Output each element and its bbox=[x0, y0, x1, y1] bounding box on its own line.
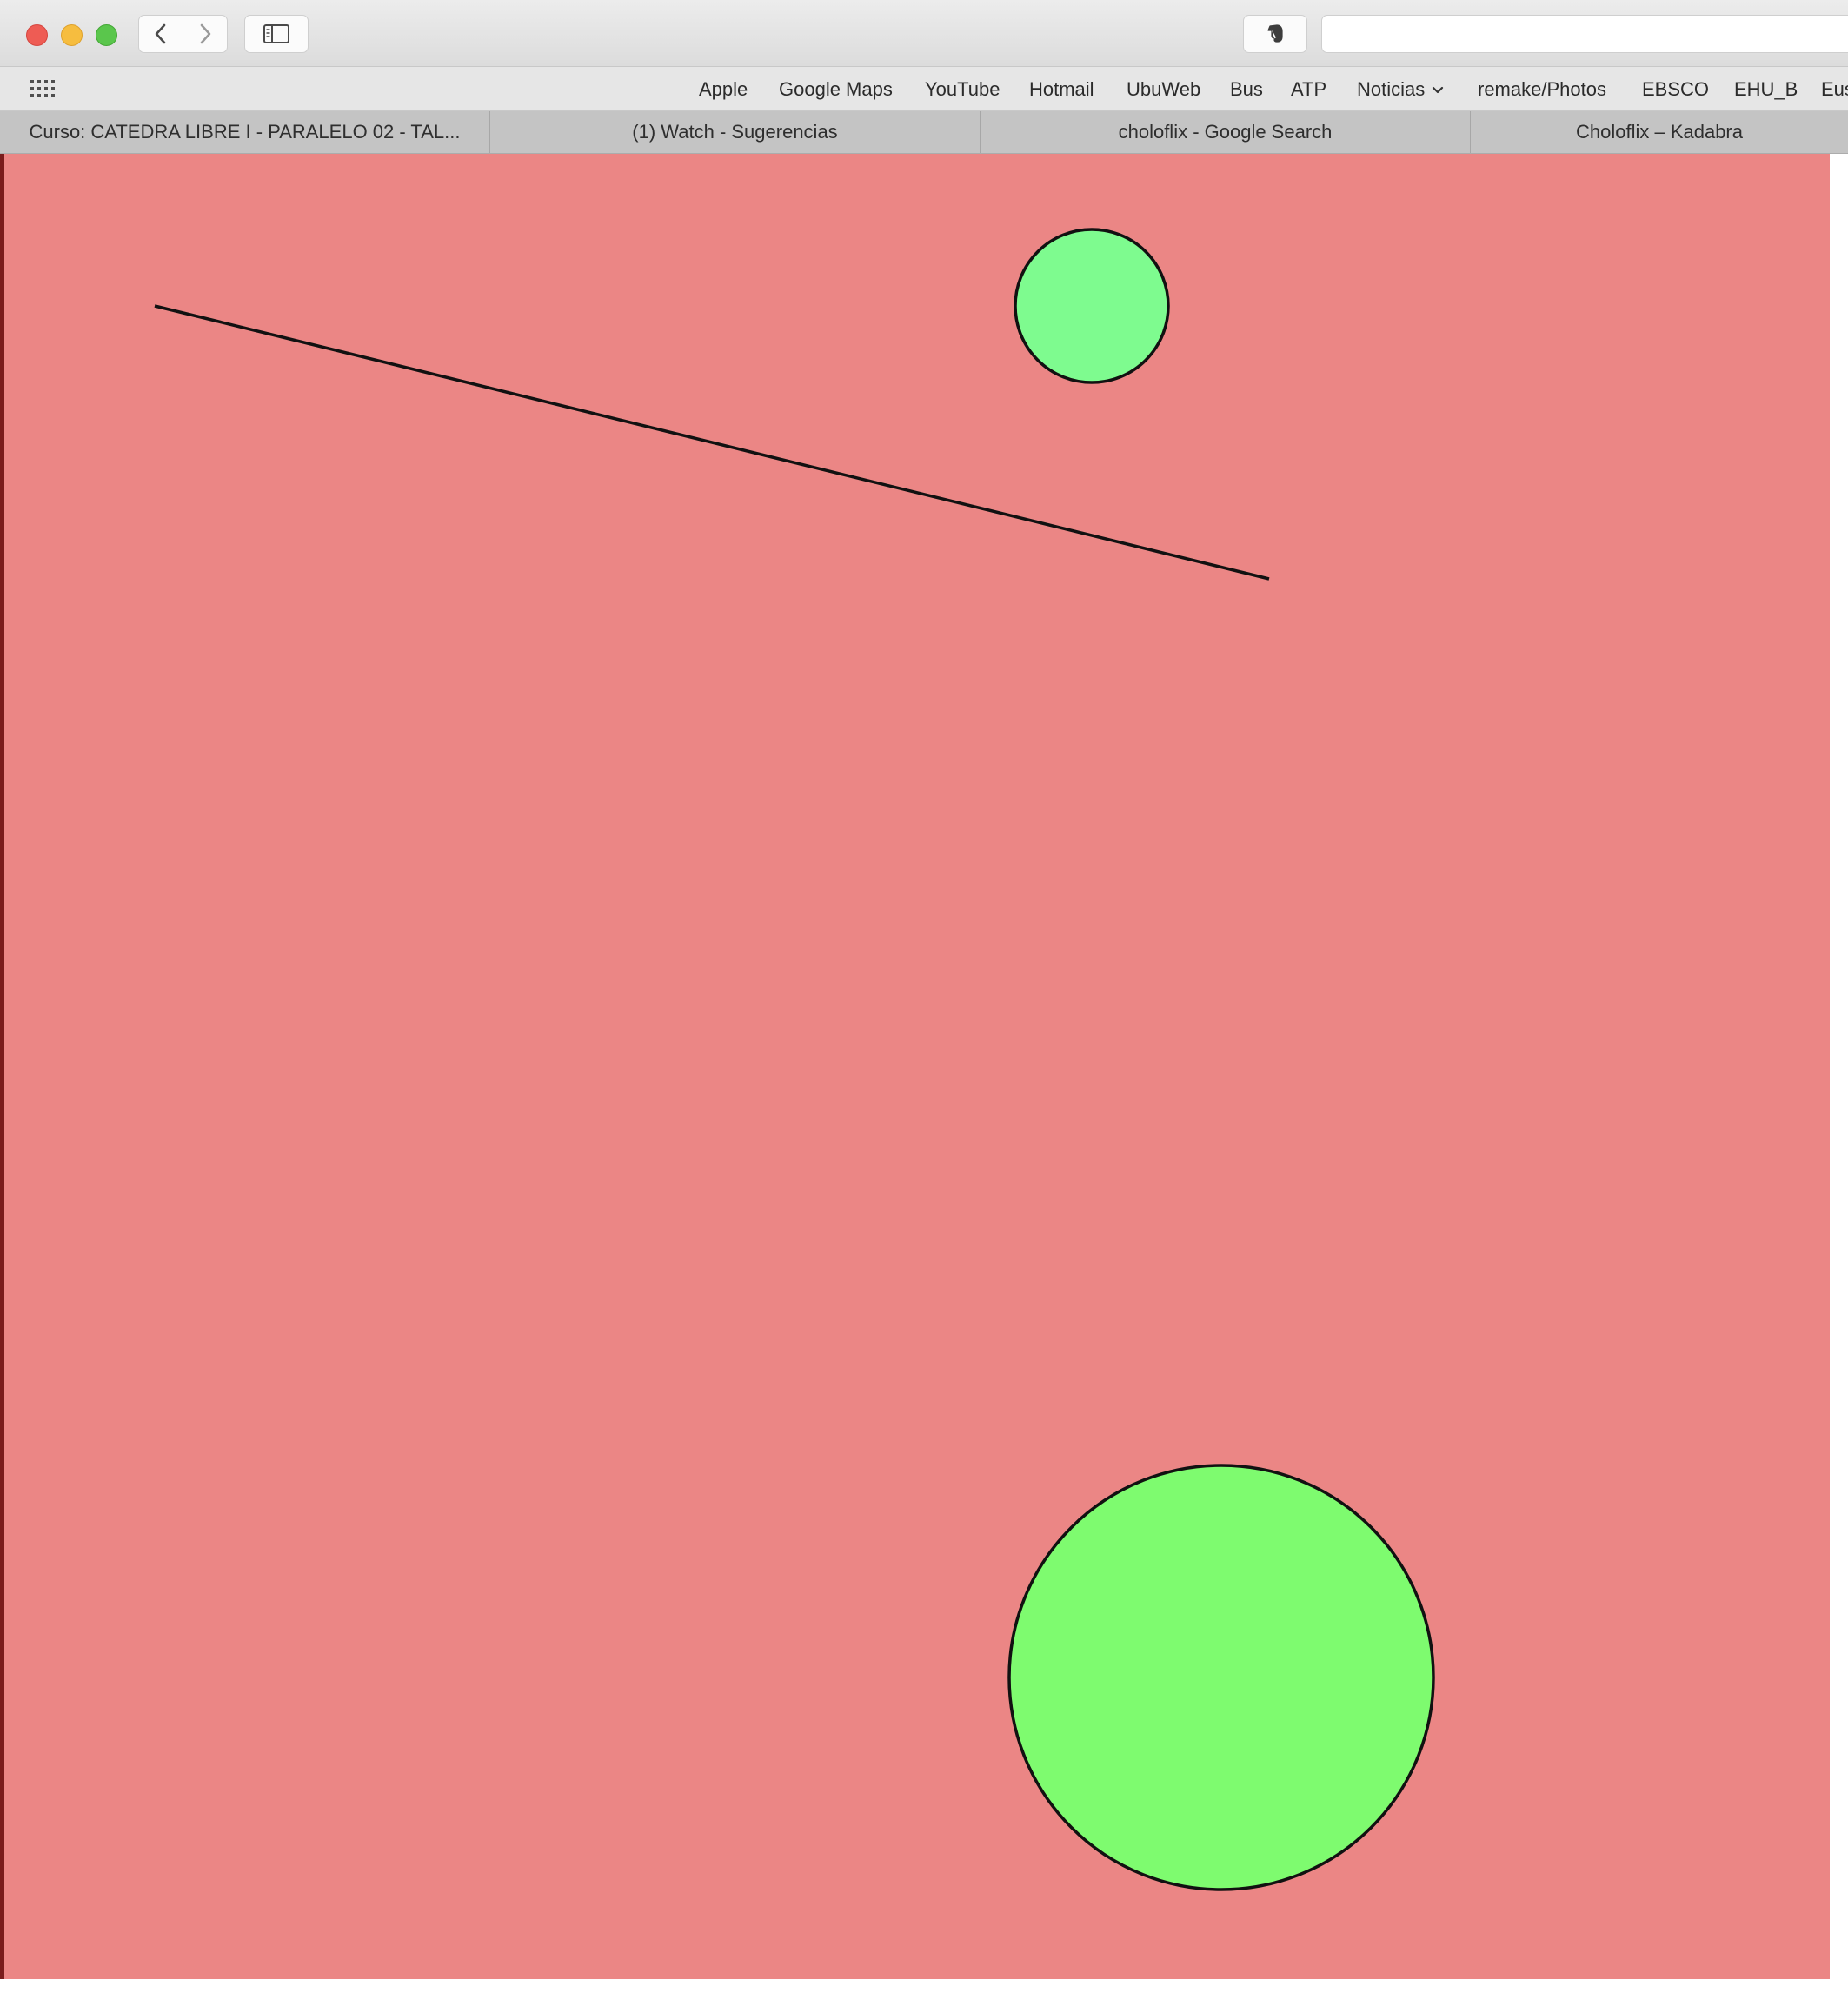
bookmark-ehu-b[interactable]: EHU_B bbox=[1734, 78, 1798, 100]
tab-watch-sugerencias[interactable]: (1) Watch - Sugerencias bbox=[490, 111, 981, 153]
tab-bar: Curso: CATEDRA LIBRE I - PARALELO 02 - T… bbox=[0, 111, 1848, 154]
chevron-left-icon bbox=[155, 23, 166, 44]
window-left-edge bbox=[0, 154, 4, 1979]
bookmark-bus[interactable]: Bus bbox=[1230, 78, 1263, 100]
bookmark-atp[interactable]: ATP bbox=[1291, 78, 1327, 100]
minimize-window-button[interactable] bbox=[61, 24, 83, 46]
bookmark-apple[interactable]: Apple bbox=[699, 78, 748, 100]
bookmark-eus[interactable]: Eus bbox=[1821, 78, 1848, 100]
tab-choloflix-google-search[interactable]: choloflix - Google Search bbox=[981, 111, 1471, 153]
chevron-right-icon bbox=[200, 23, 211, 44]
bookmarks-bar: Apple Google Maps YouTube Hotmail UbuWeb… bbox=[0, 67, 1848, 111]
canvas-background bbox=[4, 154, 1830, 1979]
browser-toolbar bbox=[0, 0, 1848, 67]
tab-label: (1) Watch - Sugerencias bbox=[632, 121, 838, 143]
bookmark-noticias-folder[interactable]: Noticias bbox=[1357, 78, 1444, 101]
back-button[interactable] bbox=[138, 15, 183, 53]
evernote-elephant-icon bbox=[1267, 24, 1283, 43]
diagonal-line bbox=[154, 304, 1270, 581]
forward-button[interactable] bbox=[183, 15, 228, 53]
navigation-buttons bbox=[138, 15, 229, 53]
chevron-down-icon bbox=[1433, 87, 1444, 94]
top-sites-grid-icon[interactable] bbox=[30, 79, 56, 98]
bookmark-hotmail[interactable]: Hotmail bbox=[1029, 78, 1094, 100]
zoom-window-button[interactable] bbox=[96, 24, 117, 46]
tab-catedra-libre[interactable]: Curso: CATEDRA LIBRE I - PARALELO 02 - T… bbox=[0, 111, 490, 153]
tab-label: Choloflix – Kadabra bbox=[1575, 121, 1743, 143]
tab-choloflix-kadabra[interactable]: Choloflix – Kadabra bbox=[1471, 111, 1848, 153]
bookmark-google-maps[interactable]: Google Maps bbox=[779, 78, 893, 100]
web-content bbox=[0, 154, 1848, 2006]
bookmark-remake-photos[interactable]: remake/Photos bbox=[1478, 78, 1606, 100]
bookmark-ubuweb[interactable]: UbuWeb bbox=[1127, 78, 1201, 100]
sidebar-toggle-button[interactable] bbox=[244, 15, 309, 53]
sketch-canvas[interactable] bbox=[4, 154, 1830, 1979]
address-bar[interactable] bbox=[1321, 15, 1848, 53]
bookmark-youtube[interactable]: YouTube bbox=[925, 78, 1000, 100]
sidebar-icon bbox=[263, 24, 289, 43]
evernote-extension-button[interactable] bbox=[1243, 15, 1307, 53]
bookmark-ebsco[interactable]: EBSCO bbox=[1642, 78, 1710, 100]
close-window-button[interactable] bbox=[26, 24, 48, 46]
small-green-circle bbox=[1014, 228, 1170, 384]
tab-label: Curso: CATEDRA LIBRE I - PARALELO 02 - T… bbox=[29, 121, 461, 143]
large-green-circle bbox=[1007, 1464, 1435, 1891]
tab-label: choloflix - Google Search bbox=[1118, 121, 1333, 143]
bookmark-noticias-label: Noticias bbox=[1357, 78, 1426, 100]
